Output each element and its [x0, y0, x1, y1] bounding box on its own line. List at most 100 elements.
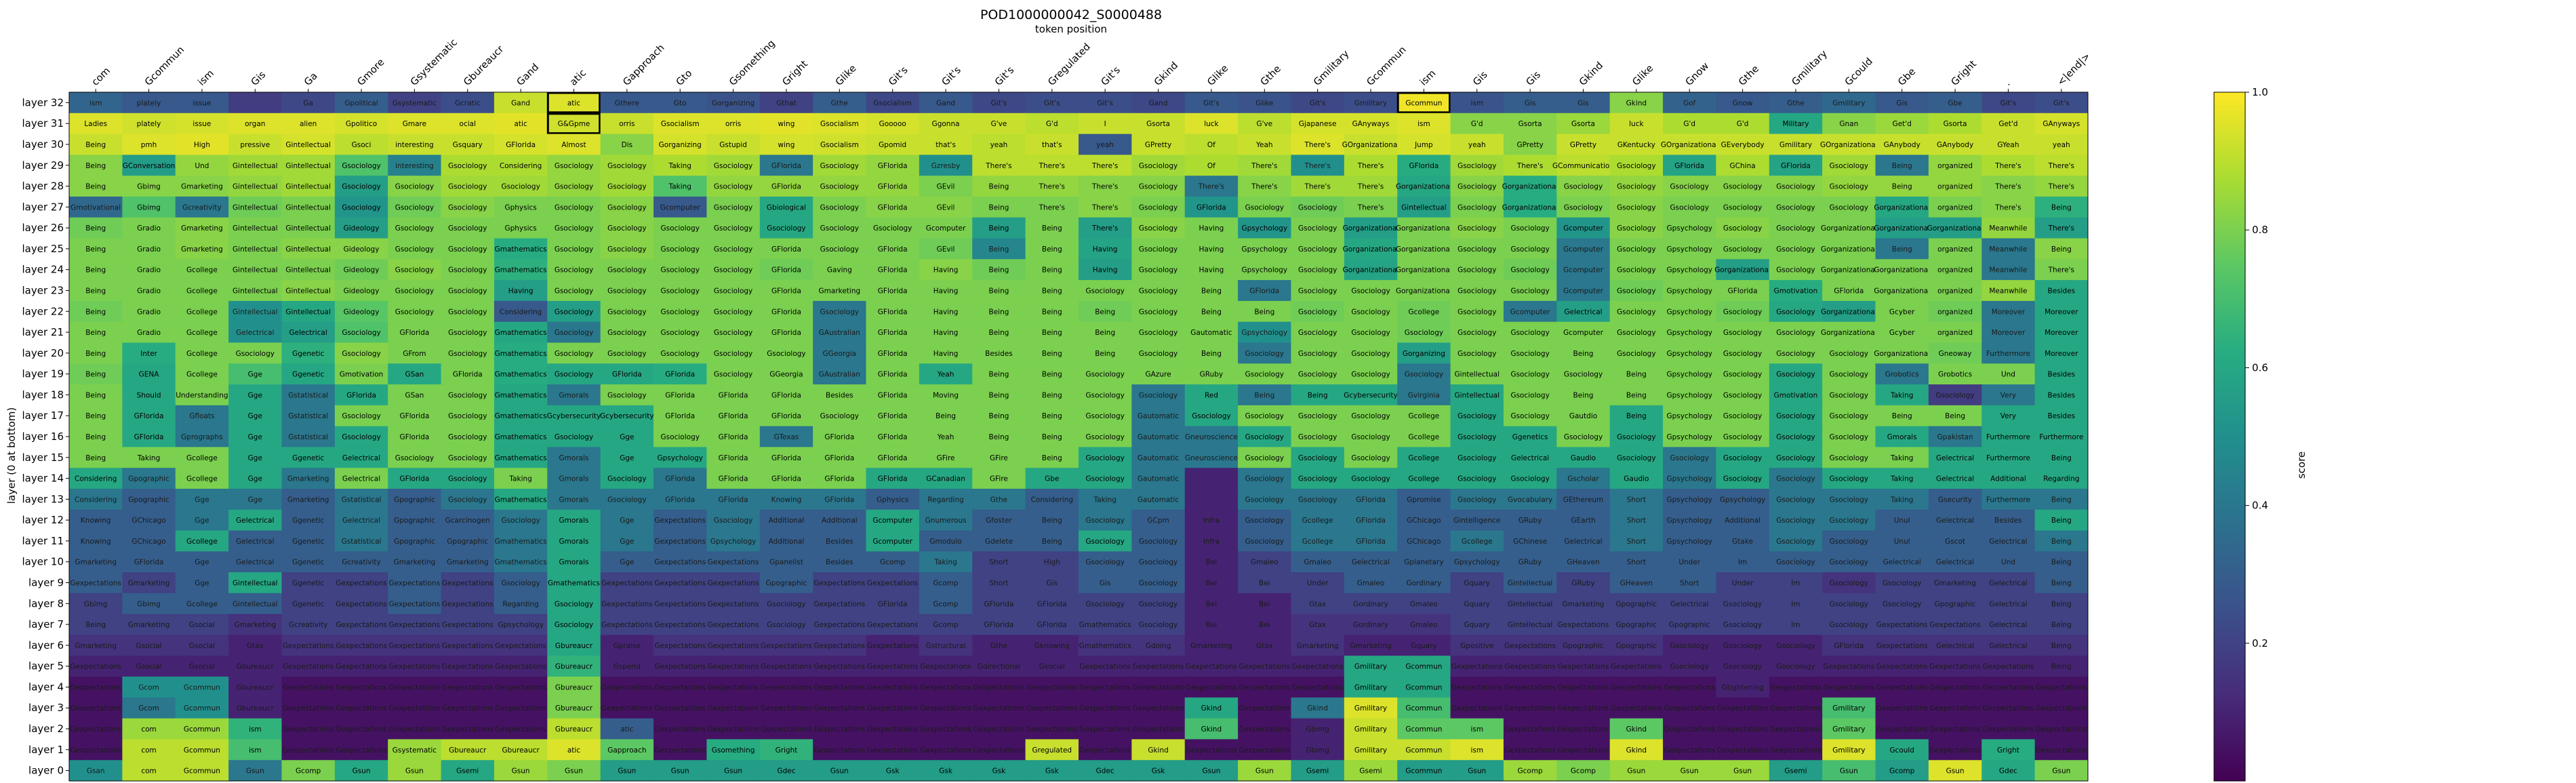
cell-token-label: Gnan [1839, 120, 1858, 128]
cell-token-label: Gsociology [714, 266, 752, 275]
cell-token-label: Gexpectations [654, 600, 706, 608]
cell-token-label: GFlorida [771, 329, 801, 337]
cell-token-label: Gintellectual [285, 183, 330, 191]
heatmap-cell [1609, 363, 1664, 385]
cell-token-label: GFlorida [665, 391, 695, 399]
cell-token-label: Gintellectual [233, 287, 277, 295]
cell-token-label: GFlorida [878, 454, 908, 462]
cell-token-label: Gmorals [559, 538, 589, 546]
cell-token-label: Gintellectual [285, 287, 330, 295]
cell-token-label: Gsociology [607, 329, 646, 337]
cell-token-label: Gcratic [455, 99, 481, 107]
cell-token-label: Gpographic [394, 496, 435, 504]
cell-token-label: Gintellectual [233, 183, 277, 191]
heatmap-cell [1556, 217, 1611, 239]
heatmap-cell [1928, 321, 1982, 343]
heatmap-cell [1556, 155, 1611, 176]
heatmap-cell [281, 259, 336, 281]
cell-token-label: wing [778, 141, 795, 149]
cell-token-label: wing [778, 120, 795, 128]
highlighted-cell-border [546, 113, 601, 135]
cell-token-label: Gexpectations [70, 683, 121, 691]
cell-token-label: Gmilitary [1354, 99, 1387, 107]
cell-token-label: Gnow [1733, 99, 1753, 107]
heatmap-cell [972, 321, 1026, 343]
cell-token-label: Gexpectations [1717, 725, 1769, 734]
heatmap-cell [1556, 321, 1611, 343]
heatmap-cell [1663, 196, 1716, 218]
cell-token-label: Gexpectations [283, 663, 334, 671]
cell-token-label: Infra [1203, 517, 1220, 525]
heatmap-cell [1450, 280, 1504, 302]
row-label: layer 22 [22, 305, 64, 317]
cell-token-label: Gexpectations [70, 704, 121, 712]
cell-token-label: Gsociology [714, 287, 752, 295]
cell-token-label: Being [988, 412, 1009, 420]
cell-token-label: Gsquary [453, 141, 483, 149]
cell-token-label: organized [1937, 183, 1973, 191]
cell-token-label: There's [1994, 183, 2021, 191]
cell-token-label: GEverybody [1721, 141, 1765, 149]
cell-token-label: Being [1042, 371, 1062, 379]
row-label: layer 10 [22, 556, 64, 568]
cell-token-label: Gsociology [661, 329, 700, 337]
cell-token-label: Gsociology [1776, 412, 1815, 420]
heatmap-cell [1663, 155, 1716, 176]
cell-token-label: issue [193, 99, 211, 107]
cell-token-label: Gsociology [555, 600, 593, 608]
cell-token-label: GRuby [1200, 371, 1224, 379]
cell-token-label: GFlorida [1409, 162, 1438, 170]
cell-token-label: Gcollege [1409, 308, 1440, 316]
cell-token-label: Gexpectations [654, 517, 706, 525]
cell-token-label: Gsociology [1883, 580, 1921, 588]
cell-token-label: organized [1937, 245, 1973, 254]
heatmap-cell [1556, 342, 1611, 364]
cell-token-label: Being [1254, 391, 1274, 399]
cell-token-label: Gsociology [1617, 245, 1655, 254]
cell-token-label: luck [1629, 120, 1644, 128]
heatmap-cell [1716, 280, 1770, 302]
cell-token-label: Gsociology [448, 287, 487, 295]
cell-token-label: Considering [500, 162, 542, 170]
cell-token-label: Gintellectual [285, 203, 330, 212]
cell-token-label: Being [1945, 412, 1965, 420]
cell-token-label: Gsun [2052, 767, 2070, 776]
heatmap-cell [1556, 176, 1611, 197]
heatmap-cell [653, 280, 707, 302]
cell-token-label: Gjapanese [1299, 120, 1337, 128]
cell-token-label: Gsociology [1298, 475, 1337, 483]
cell-token-label: GFlorida [984, 600, 1014, 608]
heatmap-cell [1025, 342, 1079, 364]
heatmap-cell [1344, 321, 1398, 343]
heatmap-cell [1503, 134, 1557, 155]
cell-token-label: Gorganizational [1927, 224, 1984, 233]
cell-token-label: Moreover [2045, 350, 2078, 358]
cell-token-label: Gcommun [1405, 663, 1442, 671]
heatmap-cell [334, 196, 388, 218]
heatmap-cell [2034, 280, 2089, 302]
heatmap-cell [547, 155, 601, 176]
heatmap-cell [1450, 92, 1504, 114]
cell-token-label: Gradio [137, 266, 161, 275]
heatmap-cell [1079, 363, 1132, 385]
cell-token-label: Gcollege [1409, 475, 1440, 483]
cell-token-label: Gsociology [1830, 412, 1868, 420]
cell-token-label: Being [85, 266, 106, 275]
cell-token-label: Gsociology [1617, 308, 1655, 316]
cell-token-label: Gcomp [933, 621, 959, 629]
heatmap-cell [281, 280, 336, 302]
cell-token-label: Gexpectations [814, 683, 866, 691]
cell-token-label: Gpographic [128, 475, 169, 483]
cell-token-label: Gsocial [189, 663, 215, 671]
cell-token-label: GRuby [1571, 580, 1595, 588]
heatmap-cell [388, 92, 442, 114]
heatmap-cell [1716, 342, 1770, 364]
cell-token-label: Gmarketing [1190, 642, 1232, 650]
heatmap-cell [388, 196, 442, 218]
cell-token-label: Gmarketing [75, 559, 117, 567]
heatmap-cell [441, 134, 495, 155]
cell-token-label: Gsociology [1617, 329, 1655, 337]
heatmap-cell [1503, 259, 1557, 281]
cell-token-label: GFlorida [771, 475, 801, 483]
heatmap-cell [1822, 259, 1876, 281]
